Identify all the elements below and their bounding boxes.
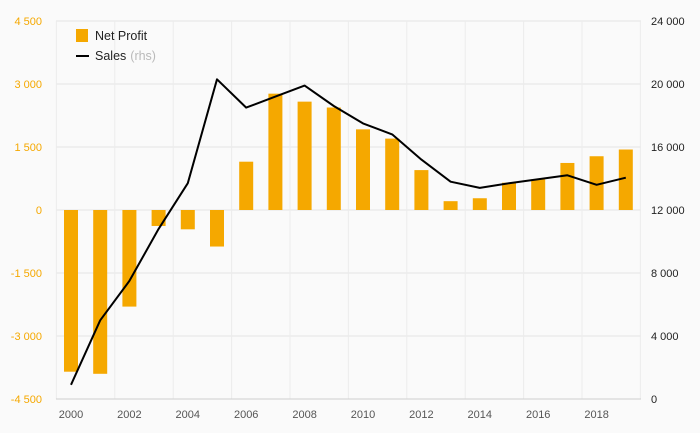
net-profit-bar [618,149,633,210]
net-profit-bar [531,179,546,210]
net-profit-bar [268,93,283,210]
x-tick-label: 2008 [292,409,316,421]
sales-line-layer [70,78,627,386]
x-tick-label: 2016 [526,409,550,421]
net-profit-bar [122,210,137,307]
x-tick-label: 2004 [176,409,200,421]
y-left-tick-label: 0 [36,205,42,217]
net-profit-bar [356,129,370,210]
x-tick-label: 2010 [351,409,375,421]
net-profit-bar [151,210,166,226]
net-profit-bar [385,138,400,210]
net-profit-bar [180,210,195,230]
legend-label-net-profit: Net Profit [95,29,148,43]
legend: Net Profit Sales (rhs) [76,29,156,63]
legend-swatch-net-profit [76,29,88,42]
y-left-tick-label: -4 500 [11,394,42,406]
axes: -4 500 -3 000 -1 500 0 1 500 3 000 4 500 0 4 000… [11,16,685,421]
legend-label-sales: Sales (rhs) [95,49,156,63]
y-left-tick-label: 1 500 [14,142,42,154]
y-right-tick-label: 24 000 [651,16,685,28]
net-profit-bar [239,161,254,210]
net-profit-bar [472,198,487,210]
net-profit-bar [560,162,575,210]
y-right-tick-label: 0 [651,394,657,406]
x-tick-label: 2012 [409,409,433,421]
gridlines [55,20,641,399]
y-right-tick-label: 8 000 [651,268,679,280]
net-profit-bar [64,210,78,372]
legend-label-sales-rhs: (rhs) [130,49,156,63]
sales-line [70,78,627,386]
x-tick-label: 2018 [584,409,608,421]
y-right-tick-label: 12 000 [651,205,685,217]
y-left-tick-label: -1 500 [11,268,42,280]
net-profit-bar [414,170,429,210]
net-profit-bar [443,201,458,210]
x-tick-label: 2000 [59,409,83,421]
x-tick-label: 2014 [468,409,492,421]
net-profit-bar [93,210,108,374]
x-tick-label: 2006 [234,409,258,421]
y-left-tick-label: 4 500 [14,16,42,28]
y-left-tick-label: 3 000 [14,79,42,91]
net-profit-bar [210,210,224,247]
net-profit-bar [326,107,341,210]
net-profit-bar [502,182,516,210]
net-profit-bar [589,156,604,210]
y-left-tick-label: -3 000 [11,331,42,343]
net-profit-bar [297,101,312,210]
y-right-tick-label: 4 000 [651,331,679,343]
y-right-tick-label: 20 000 [651,79,685,91]
x-tick-label: 2002 [117,409,141,421]
y-right-tick-label: 16 000 [651,142,685,154]
legend-label-sales-name: Sales [95,49,126,63]
net-profit-bars [64,93,633,374]
